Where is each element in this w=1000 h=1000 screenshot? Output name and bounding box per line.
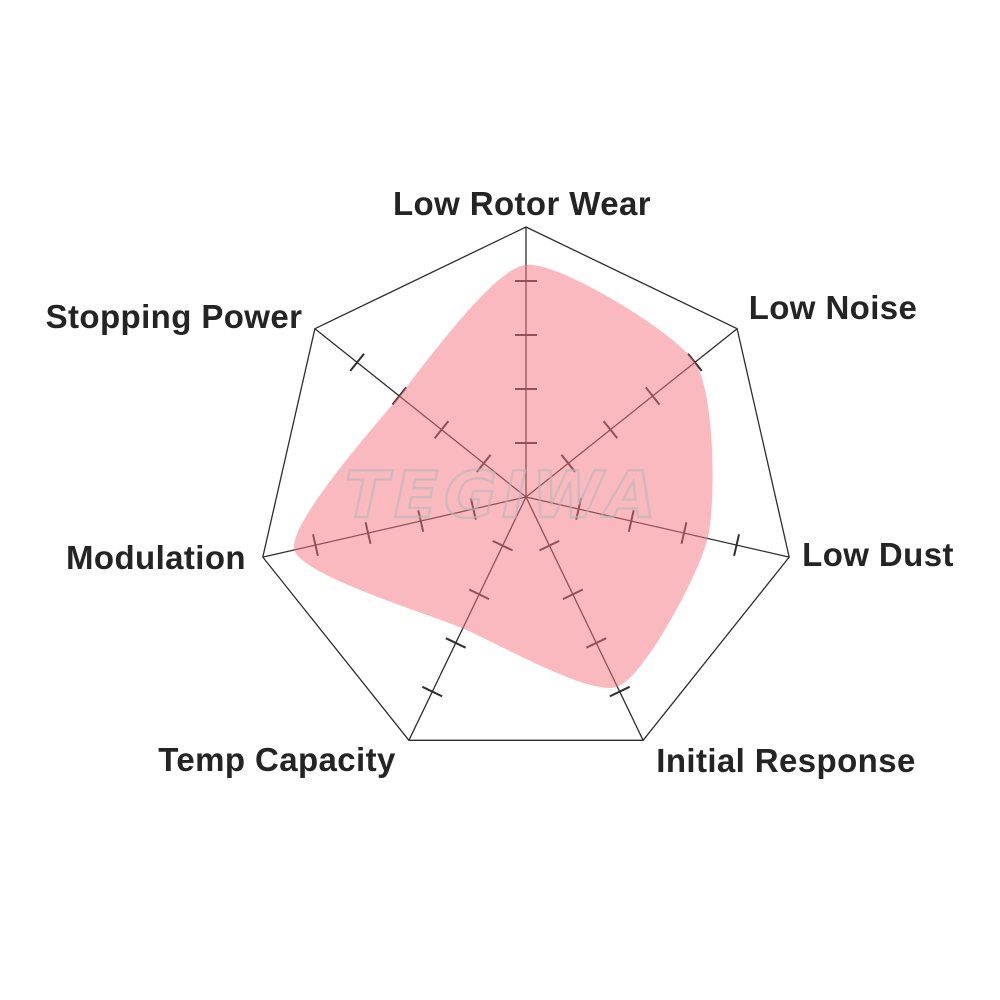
- radar-data-area: [293, 264, 713, 688]
- axis-label-low-noise: Low Noise: [748, 289, 918, 326]
- tegiwa-watermark-logo: TEGIWA: [336, 459, 669, 533]
- axis-tick-mark: [733, 534, 740, 557]
- axis-label-temp-capacity: Temp Capacity: [158, 741, 396, 778]
- axis-label-modulation: Modulation: [66, 539, 246, 576]
- axis-label-initial-response: Initial Response: [656, 742, 916, 779]
- axis-label-low-dust: Low Dust: [802, 536, 954, 573]
- axis-tick-mark: [445, 637, 467, 649]
- axis-tick-mark: [609, 685, 631, 698]
- axis-label-stopping-power: Stopping Power: [45, 298, 303, 335]
- radar-outline: [262, 226, 790, 741]
- axis-tick-mark: [421, 685, 443, 698]
- axis-label-low-rotor-wear: Low Rotor Wear: [393, 185, 651, 222]
- axis-tick-mark: [349, 353, 365, 372]
